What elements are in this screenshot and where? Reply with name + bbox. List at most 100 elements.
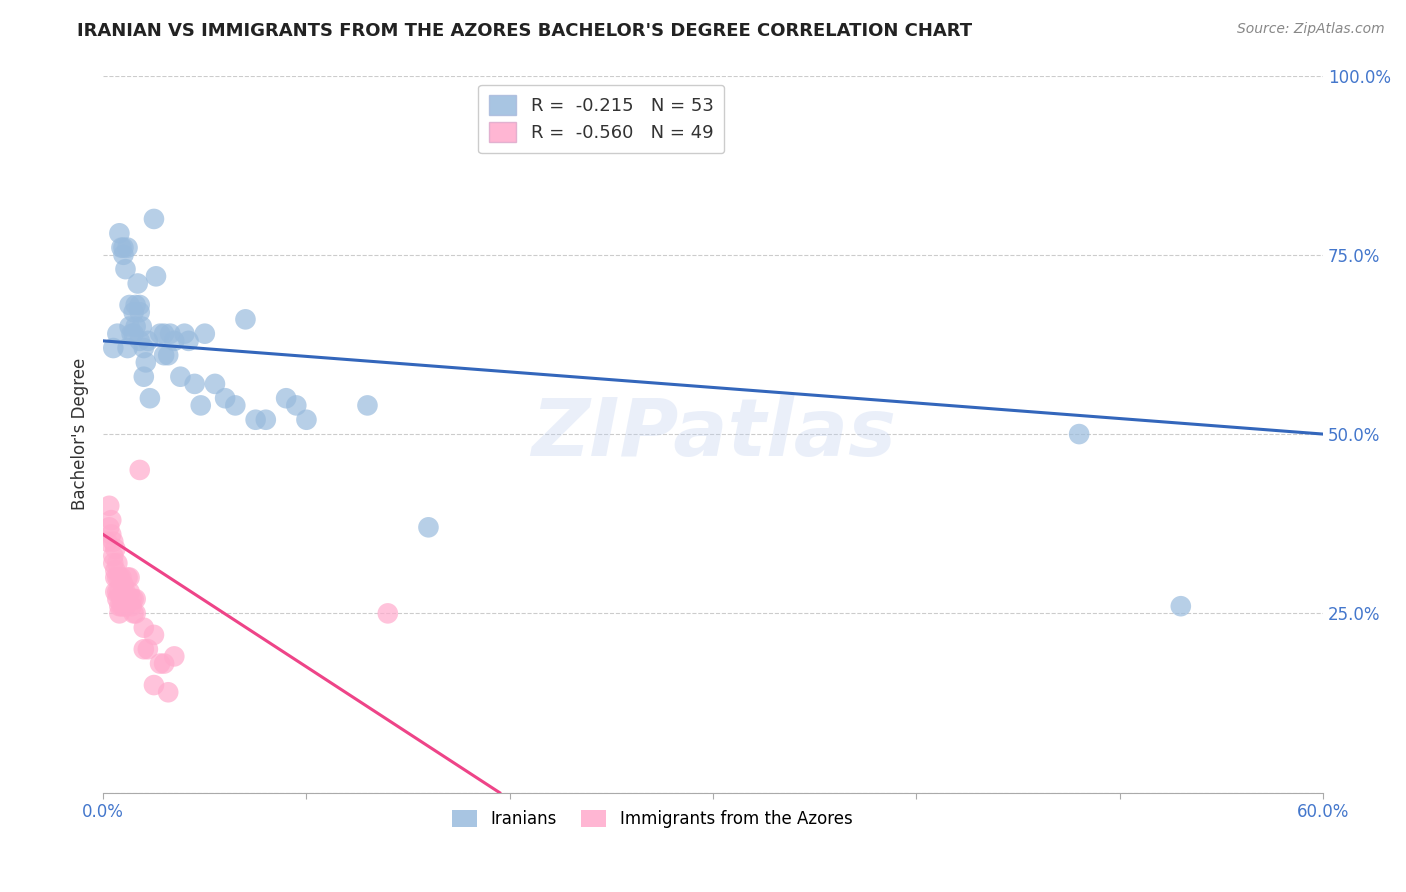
Point — [128, 305, 150, 319]
Point — [104, 585, 127, 599]
Point — [100, 527, 122, 541]
Point — [235, 312, 257, 326]
Point — [128, 298, 150, 312]
Point — [104, 541, 127, 556]
Point — [121, 326, 143, 341]
Legend: Iranians, Immigrants from the Azores: Iranians, Immigrants from the Azores — [446, 803, 859, 835]
Point — [98, 520, 121, 534]
Text: IRANIAN VS IMMIGRANTS FROM THE AZORES BACHELOR'S DEGREE CORRELATION CHART: IRANIAN VS IMMIGRANTS FROM THE AZORES BA… — [77, 22, 973, 40]
Point — [122, 592, 145, 607]
Point — [295, 413, 318, 427]
Point — [356, 398, 378, 412]
Point — [118, 319, 141, 334]
Point — [105, 592, 128, 607]
Point — [1069, 427, 1091, 442]
Point — [204, 376, 226, 391]
Point — [124, 319, 146, 334]
Point — [118, 298, 141, 312]
Point — [100, 513, 122, 527]
Point — [132, 369, 155, 384]
Point — [128, 463, 150, 477]
Point — [139, 391, 162, 405]
Point — [143, 678, 166, 692]
Point — [153, 657, 176, 671]
Point — [194, 326, 217, 341]
Point — [103, 556, 125, 570]
Point — [145, 269, 167, 284]
Point — [124, 298, 146, 312]
Point — [157, 685, 180, 699]
Point — [377, 607, 399, 621]
Point — [136, 642, 159, 657]
Point — [114, 585, 136, 599]
Point — [117, 341, 139, 355]
Point — [190, 398, 212, 412]
Point — [118, 585, 141, 599]
Point — [112, 599, 135, 614]
Point — [169, 369, 191, 384]
Point — [276, 391, 298, 405]
Point — [214, 391, 236, 405]
Point — [153, 326, 176, 341]
Point — [105, 326, 128, 341]
Point — [112, 577, 135, 591]
Point — [104, 570, 127, 584]
Point — [110, 599, 132, 614]
Point — [143, 211, 166, 226]
Point — [108, 227, 131, 241]
Point — [254, 413, 277, 427]
Point — [112, 248, 135, 262]
Point — [143, 628, 166, 642]
Point — [159, 326, 181, 341]
Point — [110, 570, 132, 584]
Point — [117, 570, 139, 584]
Point — [108, 607, 131, 621]
Point — [117, 592, 139, 607]
Point — [132, 621, 155, 635]
Point — [132, 341, 155, 355]
Point — [108, 599, 131, 614]
Point — [163, 334, 186, 348]
Point — [122, 607, 145, 621]
Point — [245, 413, 267, 427]
Point — [117, 241, 139, 255]
Text: ZIPatlas: ZIPatlas — [530, 395, 896, 473]
Point — [418, 520, 440, 534]
Text: Source: ZipAtlas.com: Source: ZipAtlas.com — [1237, 22, 1385, 37]
Point — [121, 592, 143, 607]
Point — [149, 326, 172, 341]
Point — [108, 585, 131, 599]
Point — [173, 326, 195, 341]
Point — [103, 534, 125, 549]
Point — [124, 592, 146, 607]
Point — [121, 599, 143, 614]
Point — [183, 376, 205, 391]
Point — [110, 241, 132, 255]
Point — [122, 326, 145, 341]
Point — [285, 398, 308, 412]
Point — [128, 334, 150, 348]
Point — [124, 607, 146, 621]
Point — [96, 534, 118, 549]
Point — [153, 348, 176, 362]
Point — [122, 305, 145, 319]
Point — [103, 341, 125, 355]
Point — [131, 319, 153, 334]
Point — [112, 585, 135, 599]
Y-axis label: Bachelor's Degree: Bachelor's Degree — [72, 358, 89, 510]
Point — [114, 262, 136, 277]
Point — [105, 585, 128, 599]
Point — [98, 499, 121, 513]
Point — [110, 592, 132, 607]
Point — [108, 570, 131, 584]
Point — [163, 649, 186, 664]
Point — [1170, 599, 1192, 614]
Point — [132, 642, 155, 657]
Point — [224, 398, 246, 412]
Point — [114, 599, 136, 614]
Point — [112, 241, 135, 255]
Point — [127, 277, 149, 291]
Point — [135, 355, 157, 369]
Point — [105, 556, 128, 570]
Point — [103, 549, 125, 563]
